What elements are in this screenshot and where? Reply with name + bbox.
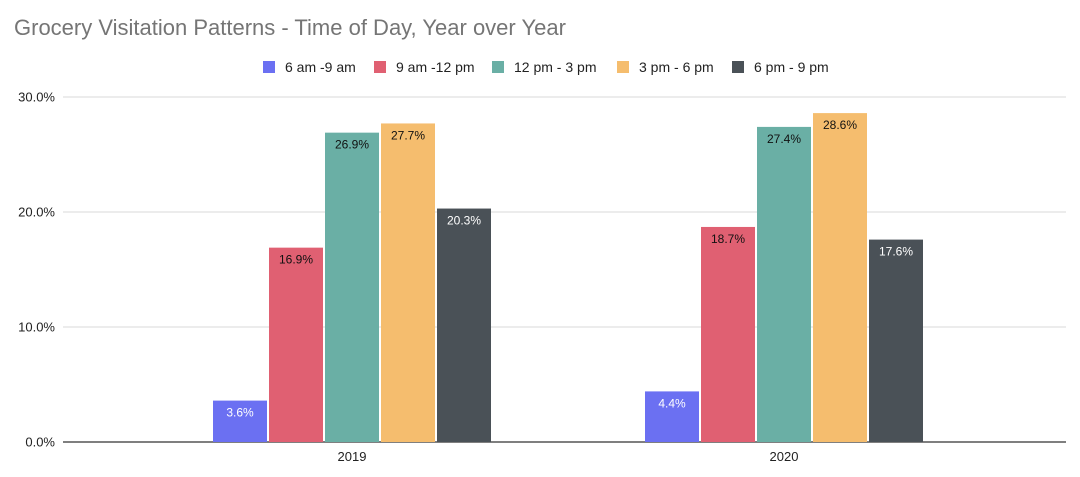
- legend-label: 3 pm - 6 pm: [639, 59, 714, 75]
- data-label: 3.6%: [226, 406, 254, 420]
- bar-2019-1: [213, 400, 267, 442]
- data-label: 17.6%: [879, 245, 913, 259]
- legend-item: 6 pm - 9 pm: [732, 59, 829, 75]
- bar-2019-2: [269, 247, 323, 442]
- legend-label: 12 pm - 3 pm: [514, 59, 596, 75]
- data-label: 4.4%: [658, 396, 686, 410]
- bar-2020-1: [645, 391, 699, 442]
- legend-item: 12 pm - 3 pm: [492, 59, 596, 75]
- data-label: 28.6%: [823, 118, 857, 132]
- bar-2020-5: [869, 239, 923, 442]
- legend-swatch: [374, 61, 386, 73]
- data-label: 18.7%: [711, 232, 745, 246]
- bar-2019-5: [437, 208, 491, 442]
- y-tick-label: 10.0%: [18, 320, 55, 335]
- data-label: 27.7%: [391, 128, 425, 142]
- legend-item: 6 am -9 am: [263, 59, 356, 75]
- legend-label: 6 am -9 am: [285, 59, 356, 75]
- x-axis: 2019 2020: [338, 449, 799, 464]
- bar-2020-3: [757, 126, 811, 443]
- bar-2020-4: [813, 113, 867, 442]
- bars: [213, 113, 923, 443]
- bar-2019-3: [325, 132, 379, 442]
- legend-label: 6 pm - 9 pm: [754, 59, 829, 75]
- y-tick-label: 20.0%: [18, 205, 55, 220]
- legend-swatch: [263, 61, 275, 73]
- legend-swatch: [732, 61, 744, 73]
- legend-swatch: [492, 61, 504, 73]
- data-labels: 3.6% 16.9% 26.9% 27.7% 20.3% 4.4% 18.7% 27.4% 28…: [226, 118, 913, 420]
- legend-swatch: [617, 61, 629, 73]
- chart-title: Grocery Visitation Patterns - Time of Da…: [14, 15, 566, 40]
- y-tick-label: 30.0%: [18, 90, 55, 105]
- data-label: 26.9%: [335, 138, 369, 152]
- data-label: 16.9%: [279, 253, 313, 267]
- data-label: 27.4%: [767, 132, 801, 146]
- legend-label: 9 am -12 pm: [396, 59, 475, 75]
- bar-2019-4: [381, 123, 435, 442]
- data-label: 20.3%: [447, 214, 481, 228]
- legend-item: 9 am -12 pm: [374, 59, 475, 75]
- x-tick-label: 2020: [770, 449, 799, 464]
- y-tick-label: 0.0%: [25, 435, 55, 450]
- x-tick-label: 2019: [338, 449, 367, 464]
- legend-item: 3 pm - 6 pm: [617, 59, 714, 75]
- bar-2020-2: [701, 226, 755, 442]
- legend: 6 am -9 am 9 am -12 pm 12 pm - 3 pm 3 pm - …: [263, 59, 829, 75]
- y-axis: 0.0% 10.0% 20.0% 30.0%: [18, 90, 55, 450]
